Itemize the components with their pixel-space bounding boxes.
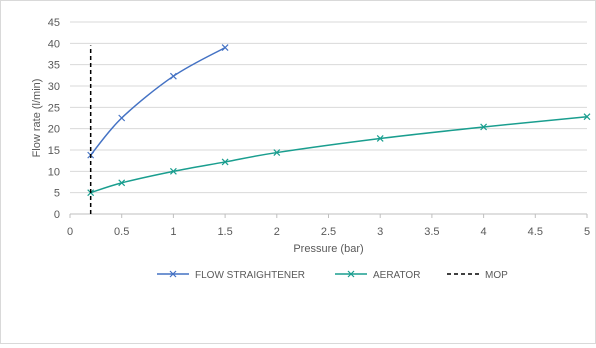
x-tick-label: 4 (481, 226, 487, 238)
x-tick-label: 0 (67, 226, 73, 238)
series-line-flow-straightener (90, 46, 226, 156)
flow-rate-chart: 0 5 10 15 20 25 30 35 40 45 0 0.5 1 1.5 2 2.5 3 3.5 4 4.5 5 P… (31, 17, 591, 281)
y-tick-label: 35 (48, 60, 60, 72)
x-axis-title: Pressure (bar) (293, 243, 363, 255)
x-tick-label: 3.5 (424, 226, 439, 238)
data-point-flow-straightener (169, 72, 177, 80)
data-point-aerator (169, 167, 177, 175)
legend-item-aerator: AERATOR (335, 270, 420, 281)
x-tick-label: 1.5 (217, 226, 232, 238)
axes (69, 213, 588, 218)
legend-marker (347, 270, 355, 278)
x-tick-label: 2 (274, 226, 280, 238)
data-point-flow-straightener (118, 114, 126, 122)
data-point-aerator (583, 113, 591, 121)
legend-label: FLOW STRAIGHTENER (195, 270, 305, 281)
grid-lines (70, 21, 587, 194)
x-tick-label: 5 (584, 226, 590, 238)
legend-item-mop: MOP (447, 270, 508, 281)
y-tick-label: 40 (48, 38, 60, 50)
series-layer (87, 44, 591, 214)
y-tick-label: 15 (48, 145, 60, 157)
x-tick-label: 0.5 (114, 226, 129, 238)
legend-item-flow-straightener: FLOW STRAIGHTENER (157, 270, 305, 281)
series-line-aerator (90, 115, 588, 194)
y-tick-label: 45 (48, 17, 60, 29)
y-tick-label: 25 (48, 102, 60, 114)
data-point-aerator (273, 149, 281, 156)
y-tick-label: 0 (54, 209, 60, 221)
axis-labels: 0 5 10 15 20 25 30 35 40 45 0 0.5 1 1.5 2 2.5 3 3.5 4 4.5 5 P… (31, 17, 590, 255)
y-tick-label: 20 (48, 124, 60, 136)
x-tick-label: 3 (377, 226, 383, 238)
y-tick-label: 5 (54, 188, 60, 200)
x-tick-label: 4.5 (528, 226, 543, 238)
legend-label: MOP (485, 270, 508, 281)
data-point-aerator (221, 158, 229, 166)
x-tick-label: 2.5 (321, 226, 336, 238)
legend-marker (169, 270, 177, 278)
y-tick-label: 10 (48, 166, 60, 178)
x-tick-label: 1 (170, 226, 176, 238)
data-point-flow-straightener (221, 44, 229, 52)
legend-label: AERATOR (373, 270, 420, 281)
y-axis-title: Flow rate (l/min) (31, 79, 43, 158)
legend: FLOW STRAIGHTENER AERATOR MOP (157, 270, 508, 281)
data-point-aerator (480, 123, 488, 131)
data-point-aerator (376, 135, 384, 142)
data-point-aerator (118, 179, 126, 187)
y-tick-label: 30 (48, 81, 60, 93)
